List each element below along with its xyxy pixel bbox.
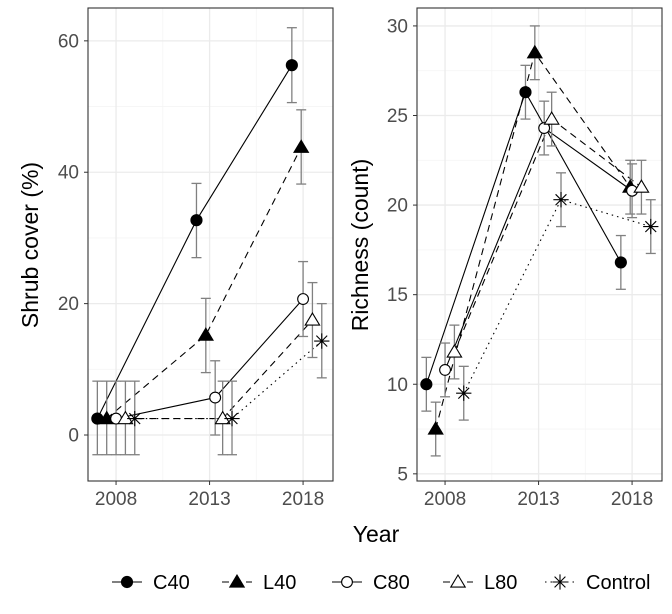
y-tick-label: 30	[387, 16, 408, 37]
legend: C40 L40 C80 L80 Control	[112, 572, 650, 594]
x-tick-label: 2013	[517, 489, 559, 510]
data-point	[538, 122, 551, 134]
markers-c40	[91, 59, 298, 425]
markers-l80	[446, 111, 650, 358]
series-line	[463, 199, 651, 394]
legend-key-marker	[449, 573, 467, 588]
y-tick-label: 40	[58, 163, 79, 184]
legend-label: C80	[373, 572, 410, 594]
data-point	[197, 327, 214, 341]
legend-item-l40: L40	[222, 572, 296, 594]
legend-item-control: Control	[545, 572, 650, 594]
data-point	[526, 44, 543, 59]
y-tick-label: 15	[387, 285, 408, 306]
data-point	[633, 179, 650, 193]
legend-label: L40	[263, 572, 296, 594]
legend-label: C40	[153, 572, 190, 594]
y-tick-label: 20	[387, 196, 408, 217]
x-tick-label: 2018	[611, 489, 653, 510]
data-point	[285, 59, 298, 72]
data-point	[420, 378, 433, 391]
data-point	[190, 214, 203, 227]
legend-item-c80: C80	[332, 572, 410, 594]
markers-c80	[110, 293, 310, 425]
x-tick-label: 2013	[188, 489, 230, 510]
data-point	[614, 256, 627, 269]
y-tick-label: 10	[387, 375, 408, 396]
legend-key-marker	[228, 573, 246, 588]
markers-control	[127, 333, 330, 427]
y-tick-label: 60	[58, 31, 79, 52]
markers-control	[456, 192, 659, 401]
x-tick-label: 2018	[282, 489, 324, 510]
data-point	[643, 218, 659, 235]
data-point	[117, 410, 134, 425]
data-point	[446, 343, 463, 358]
x-tick-label: 2008	[424, 489, 466, 510]
y-axis-title: Shrub cover (%)	[17, 162, 43, 328]
y-axis-title: Richness (count)	[347, 159, 373, 332]
data-point	[427, 420, 444, 435]
panel-background	[417, 8, 662, 481]
legend-item-c40: C40	[112, 572, 190, 594]
panel-1: 0 20 40 60 2008 2013 2018 Shrub cover (%)	[17, 7, 334, 510]
x-tick-label: 2008	[95, 489, 137, 510]
legend-key-marker	[120, 575, 134, 589]
series-control	[463, 199, 651, 394]
markers-c80	[439, 122, 639, 376]
y-tick-label: 0	[68, 426, 79, 447]
data-point	[519, 86, 532, 99]
data-point	[553, 192, 569, 208]
data-point	[304, 312, 321, 326]
legend-label: L80	[484, 572, 517, 594]
series-line	[134, 340, 323, 420]
y-tick-label: 5	[397, 464, 408, 485]
y-tick-label: 25	[387, 106, 408, 127]
data-point	[314, 333, 330, 349]
series-l40	[106, 147, 302, 420]
series-control	[134, 340, 323, 420]
series-line	[106, 147, 302, 420]
legend-key-marker	[341, 576, 353, 588]
panel-border	[87, 7, 334, 482]
legend-item-l80: L80	[443, 572, 517, 594]
data-point	[456, 385, 472, 401]
data-point	[543, 111, 560, 125]
data-point	[127, 410, 143, 427]
data-point	[297, 293, 310, 305]
data-point	[214, 410, 231, 425]
data-point	[293, 139, 310, 153]
markers-c40	[420, 86, 627, 391]
panel-background	[88, 8, 333, 481]
data-point	[224, 410, 240, 427]
markers-l80	[117, 312, 321, 425]
data-point	[209, 391, 222, 404]
x-axis-title: Year	[353, 521, 400, 547]
panel-border	[416, 7, 663, 482]
y-tick-label: 20	[58, 294, 79, 315]
data-point	[439, 363, 452, 376]
legend-key-marker	[552, 574, 568, 590]
markers-l40	[98, 139, 310, 425]
legend-label: Control	[586, 572, 650, 594]
panel-2: 5 10 15 20 25 30 2008 2013 2018 Richness (count)	[347, 7, 663, 510]
